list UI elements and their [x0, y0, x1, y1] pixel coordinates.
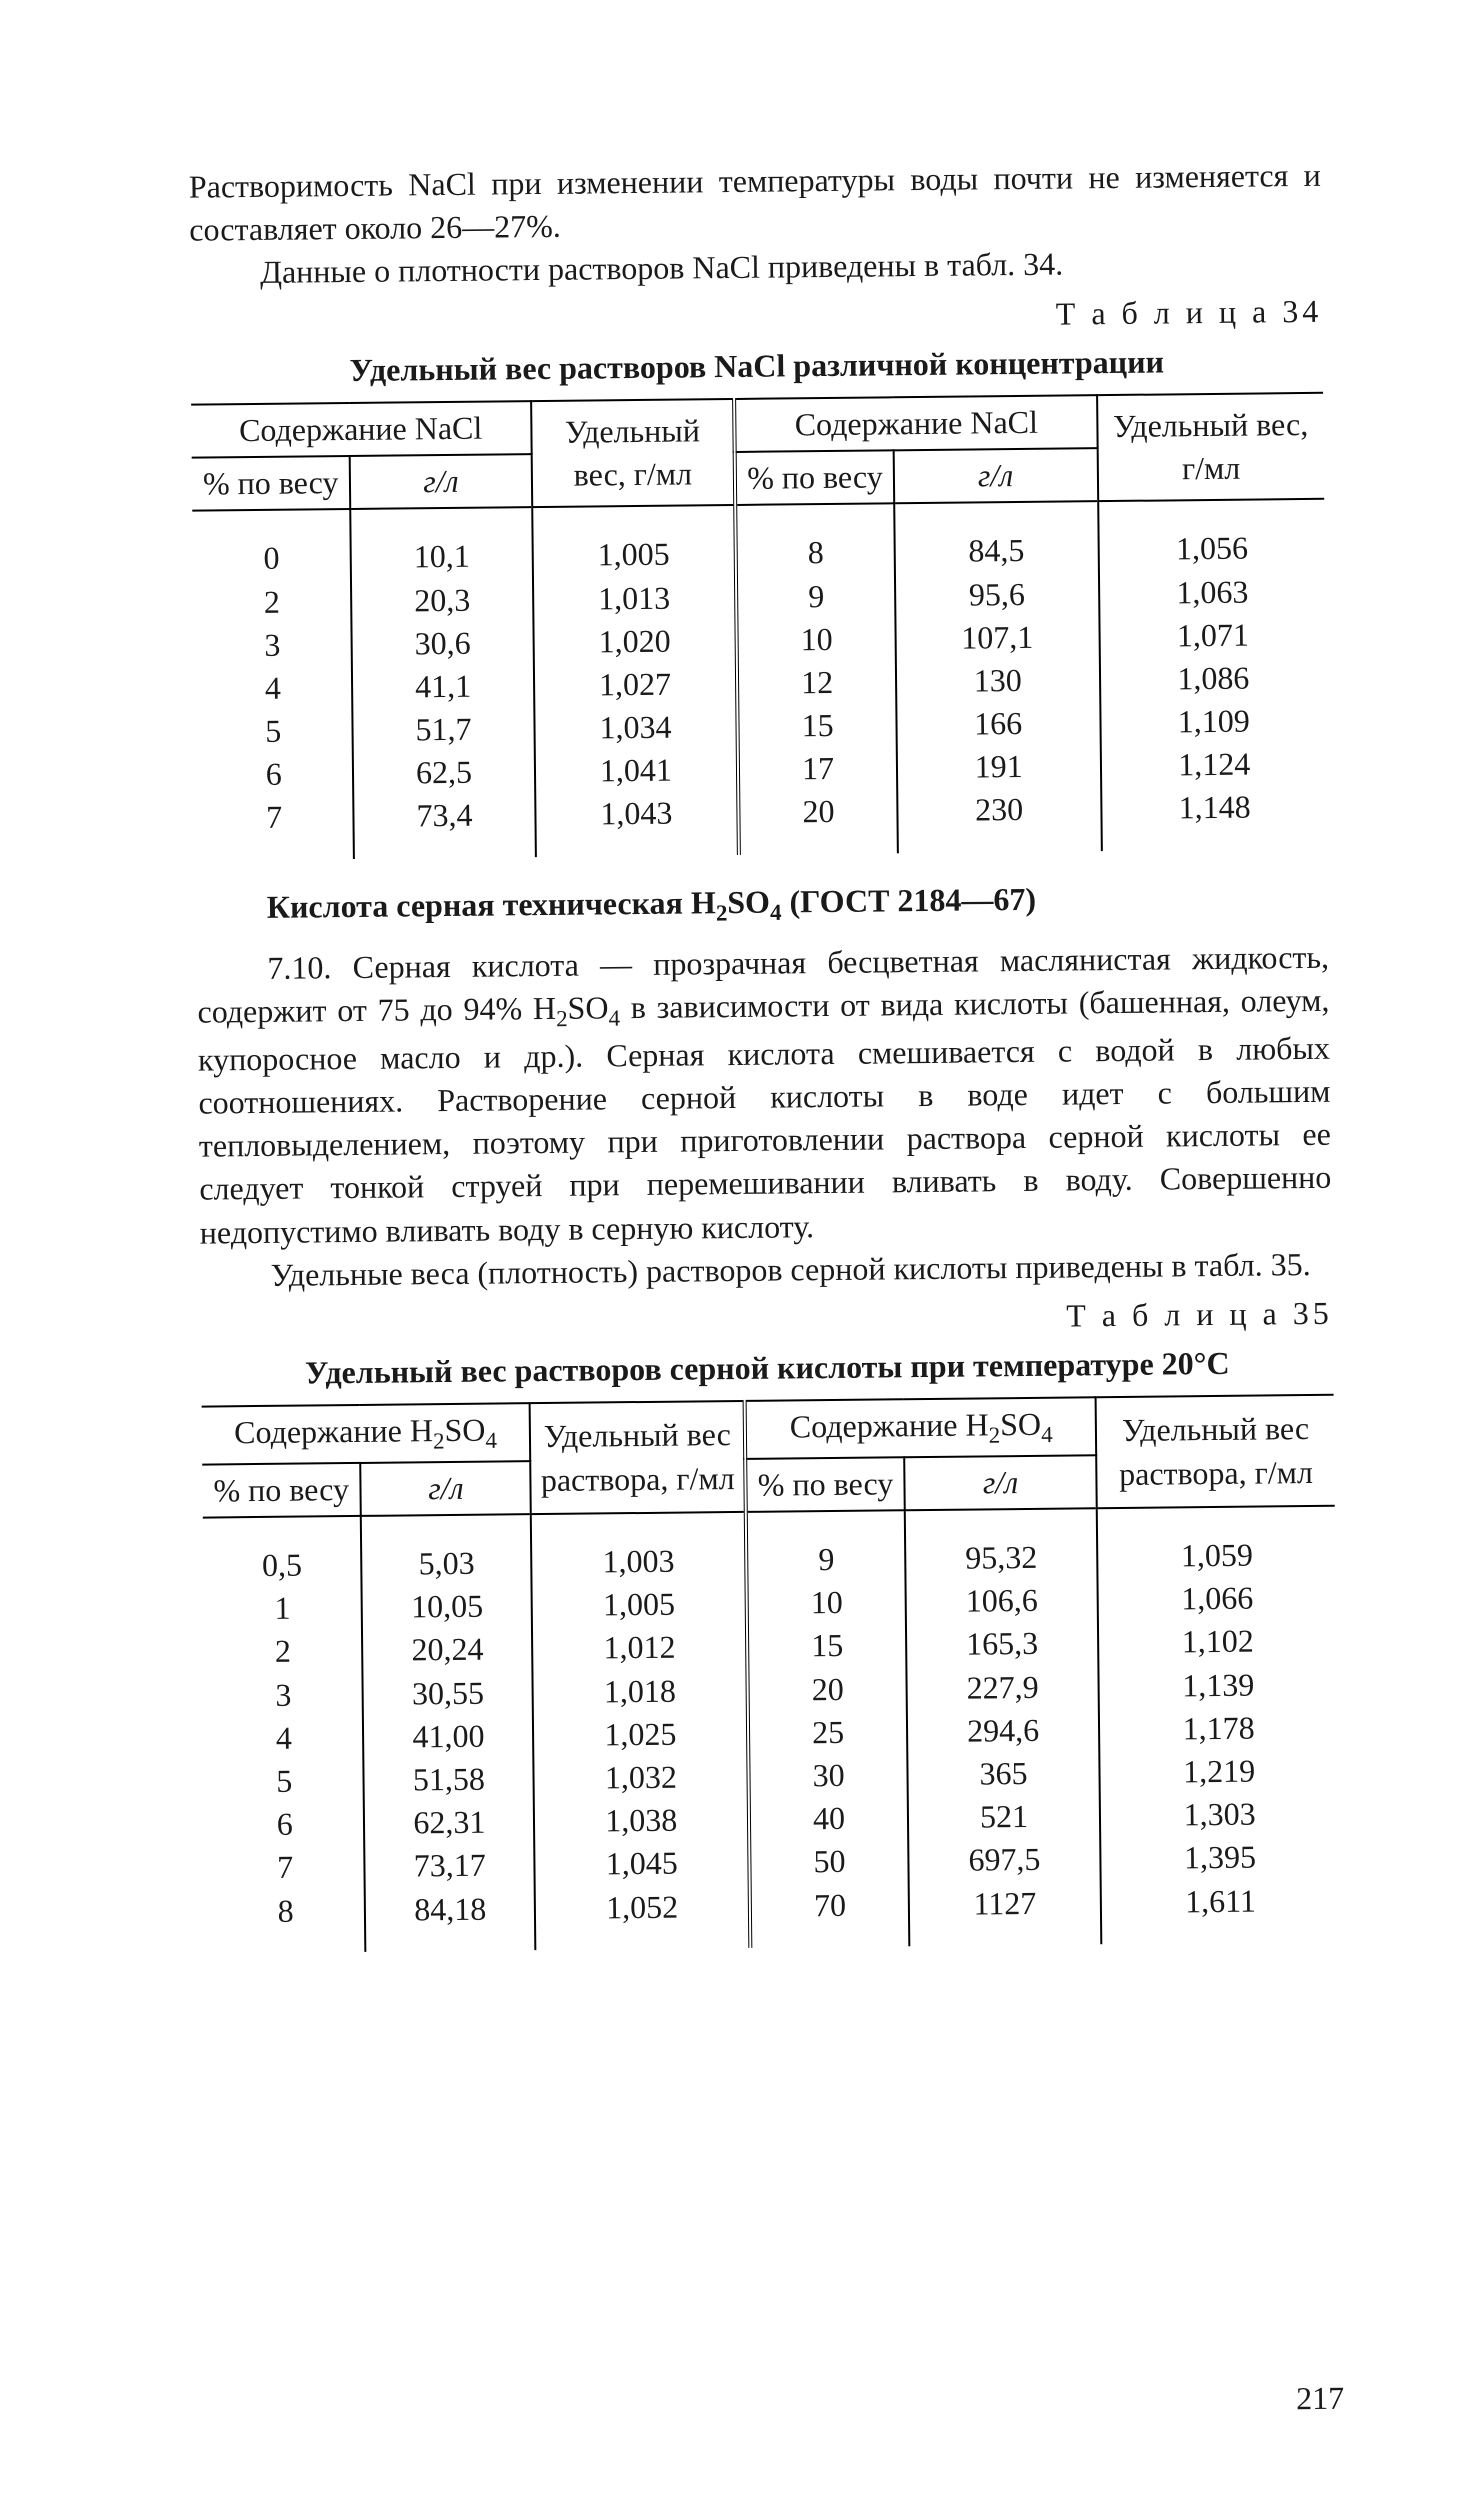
t34-c-gl-r: 84,595,6107,1130166191230	[901, 529, 1094, 833]
t35-h-gl-r: г/л	[904, 1455, 1097, 1510]
t34-c-pct-l: 0234567	[199, 536, 348, 840]
table-34: Содержание NaCl Удельный вес, г/мл Содер…	[191, 392, 1328, 861]
t35-h-pct-r: % по весу	[746, 1457, 905, 1512]
t34-h-gl-r: г/л	[893, 448, 1097, 503]
t35-h-group-right: Содержание H2SO4	[745, 1398, 1096, 1459]
t35-h-group-left: Содержание H2SO4	[202, 1403, 531, 1464]
t34-h-group-right: Содержание NaCl	[734, 395, 1097, 452]
t34-h-pct-r: % по весу	[735, 450, 894, 505]
section-heading: Кислота серная техническая H2SO4 (ГОСТ 2…	[196, 874, 1328, 933]
table-34-caption: Удельный вес растворов NaCl различной ко…	[191, 339, 1323, 394]
t34-c-dens-r: 1,0561,0631,0711,0861,1091,1241,148	[1105, 526, 1322, 831]
t35-c-gl-l: 5,0310,0520,2430,5541,0051,5862,3173,178…	[369, 1541, 529, 1931]
table-35-caption: Удельный вес растворов серной кислоты пр…	[201, 1341, 1333, 1396]
intro-para-1: Растворимость NaCl при изменении темпера…	[189, 154, 1322, 252]
t34-h-dens-left: Удельный вес, г/мл	[531, 399, 736, 508]
t35-c-pct-r: 91015202530405070	[754, 1537, 902, 1927]
t34-h-group-left: Содержание NaCl	[191, 401, 531, 458]
t35-h-gl-l: г/л	[361, 1461, 531, 1516]
t34-c-dens-l: 1,0051,0131,0201,0271,0341,0411,043	[539, 532, 731, 836]
table-35-label: Т а б л и ц а 35	[201, 1292, 1333, 1347]
table-35: Содержание H2SO4 Удельный вес раствора, …	[202, 1394, 1340, 1953]
t35-c-pct-l: 0,512345678	[209, 1543, 359, 1933]
t34-h-pct-l: % по весу	[192, 456, 351, 511]
t35-h-dens-right: Удельный вес раствора, г/мл	[1096, 1395, 1335, 1508]
page-number: 217	[1296, 2377, 1344, 2421]
t35-c-dens-l: 1,0031,0051,0121,0181,0251,0321,0381,045…	[538, 1539, 742, 1930]
t35-h-pct-l: % по весу	[202, 1463, 361, 1518]
section-para-1: 7.10. Серная кислота — прозрачная бесцве…	[197, 936, 1332, 1254]
t35-c-gl-r: 95,32106,6165,3227,9294,6365521697,51127	[912, 1535, 1094, 1926]
t34-c-gl-l: 10,120,330,641,151,762,573,4	[358, 534, 528, 838]
t34-c-pct-r: 891012151720	[744, 531, 891, 835]
t34-h-dens-right: Удельный вес, г/мл	[1097, 393, 1325, 502]
t35-h-dens-left: Удельный вес раствора, г/мл	[530, 1401, 746, 1514]
t34-h-gl-l: г/л	[350, 454, 532, 509]
t35-c-dens-r: 1,0591,0661,1021,1391,1781,2191,3031,395…	[1104, 1533, 1333, 1924]
table-34-label: Т а б л и ц а 34	[190, 289, 1322, 344]
